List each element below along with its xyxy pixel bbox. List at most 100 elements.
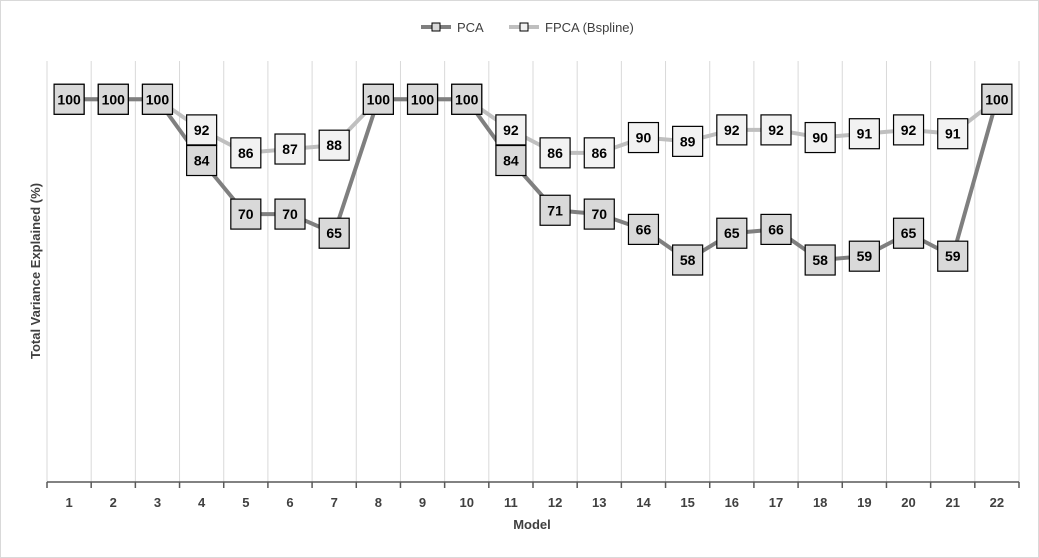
x-tick-label: 8 — [375, 495, 382, 510]
data-label: 86 — [238, 145, 254, 161]
data-marker — [539, 137, 571, 169]
data-marker — [627, 121, 660, 154]
data-label: 66 — [768, 221, 784, 237]
data-point-fpca: 90 — [627, 121, 660, 154]
data-point-fpca: 89 — [672, 125, 704, 157]
data-marker — [406, 83, 439, 115]
data-label: 91 — [857, 126, 873, 142]
legend-label: FPCA (Bspline) — [545, 20, 634, 35]
data-markers: 100 100 100 92 86 87 88 100 100 100 92 86 86 90 89 92 92… — [53, 83, 1013, 276]
data-label: 90 — [812, 130, 828, 146]
data-label: 92 — [768, 122, 784, 138]
data-marker — [451, 83, 483, 115]
legend-item-fpca: FPCA (Bspline) — [509, 20, 634, 35]
x-axis: 1 2 3 4 5 6 7 8 9 10 11 12 13 14 15 16 17 18 19 20 21 22 — [46, 481, 1020, 510]
legend-marker — [431, 22, 441, 32]
series-lines — [67, 97, 999, 263]
data-point-fpca: 86 — [539, 137, 571, 169]
data-point-pca: 65 — [318, 217, 350, 249]
data-point-fpca: 91 — [937, 118, 969, 150]
data-label: 92 — [194, 122, 210, 138]
x-tick-label: 9 — [419, 495, 426, 510]
data-point-pca: 100 — [53, 83, 85, 115]
series-line-pca — [67, 97, 999, 263]
data-label: 65 — [724, 225, 740, 241]
data-point-pca: 100 — [97, 83, 129, 115]
legend: PCA FPCA (Bspline) — [421, 20, 634, 35]
legend-label: PCA — [457, 20, 484, 35]
data-marker — [141, 83, 174, 115]
data-label: 65 — [326, 225, 342, 241]
data-marker — [672, 125, 704, 157]
data-marker — [318, 129, 350, 161]
data-label: 66 — [636, 221, 652, 237]
x-tick-label: 13 — [592, 495, 606, 510]
data-label: 92 — [503, 122, 519, 138]
data-label: 100 — [985, 91, 1009, 107]
x-tick-label: 15 — [680, 495, 694, 510]
data-point-pca: 100 — [451, 83, 483, 115]
data-label: 92 — [901, 122, 917, 138]
data-label: 86 — [591, 145, 607, 161]
data-point-fpca: 92 — [892, 114, 925, 146]
data-point-pca: 70 — [230, 198, 262, 230]
data-point-pca: 100 — [981, 83, 1013, 115]
x-tick-label: 20 — [901, 495, 915, 510]
data-label: 100 — [102, 91, 126, 107]
data-point-pca: 84 — [186, 144, 218, 177]
data-marker — [716, 217, 748, 249]
data-marker — [274, 133, 306, 165]
data-point-pca: 100 — [406, 83, 439, 115]
data-label: 70 — [282, 206, 298, 222]
x-tick-label: 4 — [198, 495, 206, 510]
data-point-fpca: 92 — [716, 114, 748, 146]
data-label: 89 — [680, 133, 696, 149]
data-point-pca: 100 — [362, 83, 394, 115]
data-marker — [583, 137, 615, 169]
data-point-fpca: 92 — [495, 114, 527, 146]
data-point-fpca: 87 — [274, 133, 306, 165]
data-marker — [539, 194, 571, 226]
data-point-fpca: 90 — [804, 121, 836, 154]
data-marker — [97, 83, 129, 115]
data-marker — [186, 114, 218, 146]
x-tick-label: 21 — [945, 495, 959, 510]
data-point-pca: 84 — [495, 144, 527, 177]
data-marker — [362, 83, 394, 115]
data-label: 100 — [57, 91, 81, 107]
data-label: 87 — [282, 141, 298, 157]
data-marker — [53, 83, 85, 115]
x-tick-label: 2 — [110, 495, 117, 510]
data-label: 86 — [547, 145, 563, 161]
data-label: 84 — [194, 153, 210, 169]
data-point-pca: 66 — [627, 213, 660, 245]
data-point-pca: 58 — [672, 244, 704, 276]
legend-item-pca: PCA — [421, 20, 484, 35]
data-point-pca: 70 — [583, 198, 615, 230]
data-point-pca: 70 — [274, 198, 306, 230]
series-line-fpca — [67, 97, 999, 155]
data-label: 88 — [326, 137, 342, 153]
data-point-pca: 66 — [760, 213, 792, 245]
data-label: 100 — [411, 91, 435, 107]
data-marker — [760, 213, 792, 245]
data-marker — [804, 244, 836, 276]
data-marker — [804, 121, 836, 154]
data-label: 58 — [680, 252, 696, 268]
data-label: 84 — [503, 153, 519, 169]
data-marker — [186, 144, 218, 177]
data-marker — [937, 118, 969, 150]
data-marker — [627, 213, 660, 245]
data-marker — [937, 240, 969, 272]
data-point-fpca: 92 — [760, 114, 792, 146]
x-tick-label: 14 — [636, 495, 651, 510]
data-marker — [230, 198, 262, 230]
data-point-pca: 65 — [892, 217, 925, 249]
data-label: 59 — [857, 248, 873, 264]
x-tick-label: 7 — [331, 495, 338, 510]
data-marker — [495, 114, 527, 146]
x-tick-label: 19 — [857, 495, 871, 510]
data-label: 58 — [812, 252, 828, 268]
data-point-pca: 65 — [716, 217, 748, 249]
